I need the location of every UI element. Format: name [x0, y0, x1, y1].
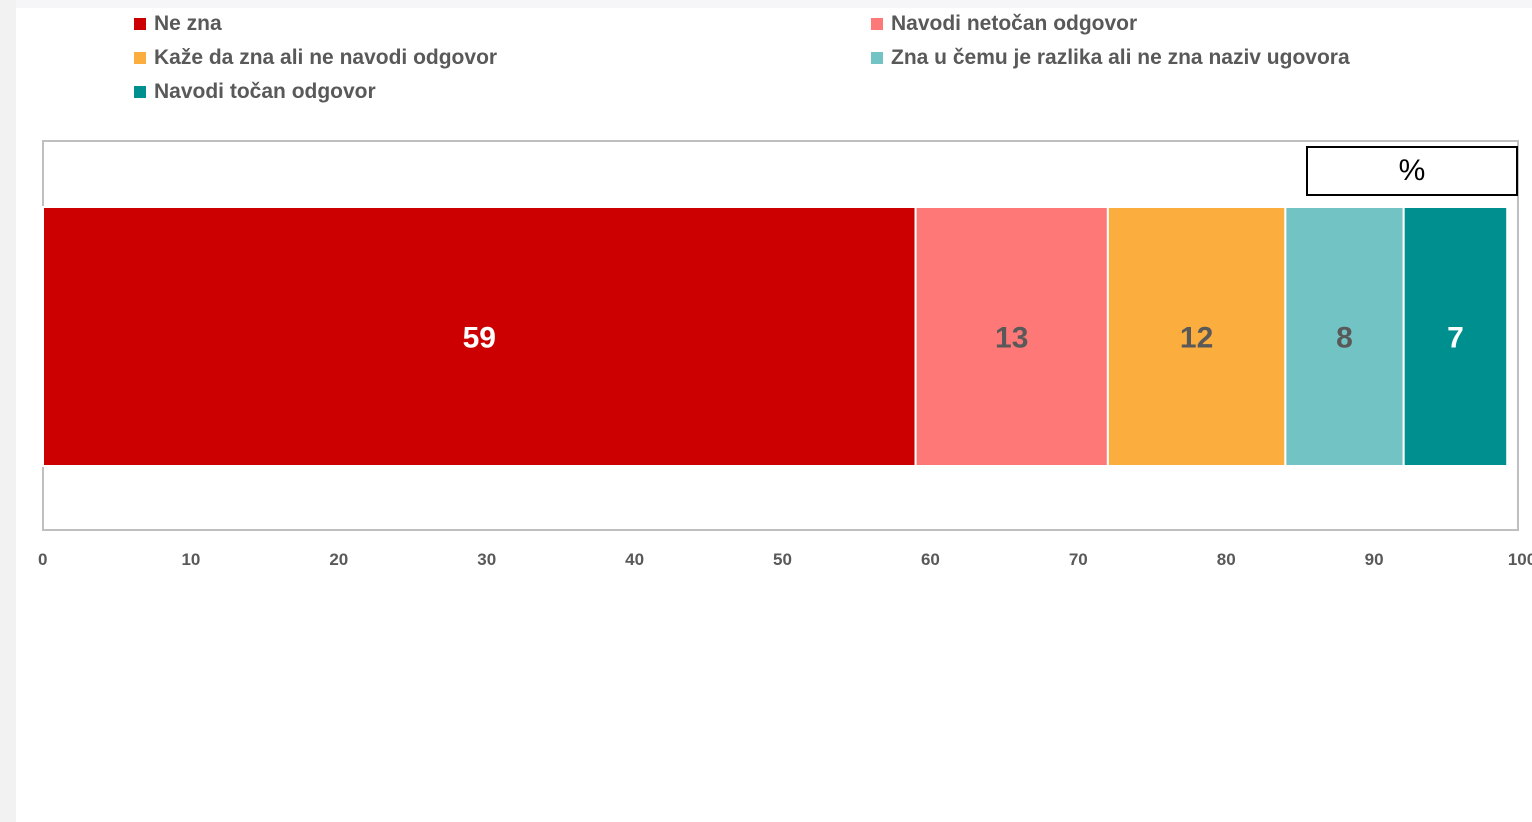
- x-tick-label-90: 90: [1365, 550, 1384, 569]
- bar-segment-2: [1106, 206, 1287, 467]
- legend-swatch-navodi-netocan: [871, 18, 883, 30]
- x-tick-label-20: 20: [329, 550, 348, 569]
- x-tick-label-60: 60: [921, 550, 940, 569]
- data-label-4: 7: [1447, 322, 1464, 355]
- data-label-3: 8: [1336, 322, 1353, 355]
- x-tick-label-40: 40: [625, 550, 644, 569]
- bar-segment-0: [42, 206, 917, 467]
- x-tick-label-0: 0: [38, 550, 47, 569]
- top-strip: [16, 0, 1532, 8]
- legend-item-ne-zna: Ne zna: [134, 12, 222, 36]
- x-tick-label-70: 70: [1069, 550, 1088, 569]
- x-tick-label-100: 100: [1508, 550, 1532, 569]
- x-tick-label-30: 30: [477, 550, 496, 569]
- legend-label-navodi-tocan: Navodi točan odgovor: [154, 80, 376, 103]
- data-label-0: 59: [463, 322, 496, 355]
- legend-label-navodi-netocan: Navodi netočan odgovor: [891, 12, 1138, 35]
- unit-label: %: [1398, 154, 1426, 187]
- x-tick-label-80: 80: [1217, 550, 1236, 569]
- legend-swatch-kaze-da-zna: [134, 52, 146, 64]
- legend-label-zna-razliku: Zna u čemu je razlika ali ne zna naziv u…: [891, 46, 1350, 69]
- x-tick-label-50: 50: [773, 550, 792, 569]
- bar-segment-1: [914, 206, 1109, 467]
- legend-swatch-ne-zna: [134, 18, 146, 30]
- unit-box: %: [1306, 146, 1518, 196]
- data-label-2: 12: [1180, 322, 1213, 355]
- legend-swatch-zna-razliku: [871, 52, 883, 64]
- legend-swatch-navodi-tocan: [134, 86, 146, 98]
- legend-label-kaze-da-zna: Kaže da zna ali ne navodi odgovor: [154, 46, 498, 69]
- data-label-1: 13: [995, 322, 1028, 355]
- legend-item-navodi-netocan: Navodi netočan odgovor: [871, 12, 1137, 36]
- bar-segment-4: [1402, 206, 1509, 467]
- legend-item-kaze-da-zna: Kaže da zna ali ne navodi odgovor: [134, 46, 497, 70]
- legend-item-navodi-tocan: Navodi točan odgovor: [134, 80, 376, 104]
- legend-label-ne-zna: Ne zna: [154, 12, 222, 35]
- legend-item-zna-razliku: Zna u čemu je razlika ali ne zna naziv u…: [871, 46, 1350, 70]
- x-tick-label-10: 10: [181, 550, 200, 569]
